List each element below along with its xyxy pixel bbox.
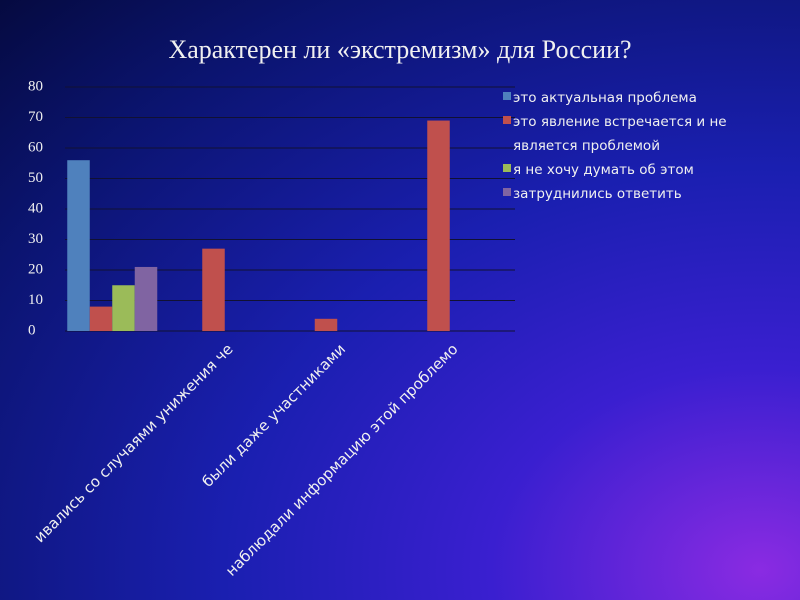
x-tick-label: наблюдали информацию этой проблемо — [222, 340, 462, 580]
bar — [89, 306, 113, 331]
bar — [202, 248, 225, 331]
bar — [67, 160, 90, 331]
legend-item: это актуальная проблема — [503, 86, 743, 110]
y-tick-label: 70 — [28, 109, 43, 125]
bar — [314, 318, 338, 331]
legend-label: это актуальная проблема — [513, 90, 697, 106]
y-tick-label: 60 — [28, 139, 43, 155]
legend-item: затруднились ответить — [503, 182, 743, 206]
y-tick-label: 0 — [28, 322, 36, 338]
legend-label: это явление встречается и не является пр… — [513, 114, 727, 154]
legend-swatch — [503, 92, 511, 100]
y-tick-label: 20 — [28, 261, 43, 277]
x-tick-label: ивались со случаями унижения че — [31, 340, 237, 546]
y-tick-label: 80 — [28, 78, 43, 94]
y-tick-label: 10 — [28, 292, 43, 308]
legend-item: это явление встречается и не является пр… — [503, 110, 743, 158]
legend-label: затруднились ответить — [513, 186, 682, 202]
legend-swatch — [503, 116, 511, 124]
legend-swatch — [503, 188, 511, 196]
legend: это актуальная проблема это явление встре… — [503, 86, 743, 206]
legend-label: я не хочу думать об этом — [513, 162, 694, 178]
bar — [134, 266, 158, 331]
bar — [427, 120, 450, 331]
chart-title: Характерен ли «экстремизм» для России? — [168, 35, 631, 64]
y-tick-label: 40 — [28, 200, 43, 216]
y-tick-label: 30 — [28, 231, 43, 247]
legend-swatch — [503, 164, 511, 172]
bar — [112, 285, 135, 331]
legend-item: я не хочу думать об этом — [503, 158, 743, 182]
y-tick-label: 50 — [28, 170, 43, 186]
